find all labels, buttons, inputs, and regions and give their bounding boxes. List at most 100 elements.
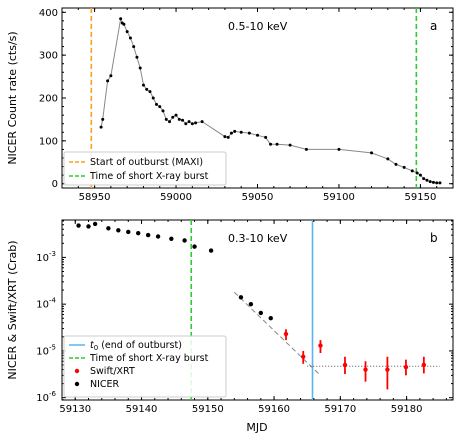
panel-b-xtick-label: 59160	[258, 404, 290, 415]
panel-b-swift-point	[403, 364, 409, 370]
panel-a-point	[337, 147, 341, 151]
panel-b-nicer-point	[238, 295, 244, 300]
panel-b-xtick-label: 59180	[391, 404, 423, 415]
panel-b-frame	[61, 219, 454, 401]
panel-a-point	[122, 22, 126, 26]
panel-a-xtick-label: 58950	[79, 192, 111, 203]
legend-burst-b-label: Time of short X-ray burst	[89, 353, 209, 364]
panel-b-xtick-label: 59130	[59, 404, 91, 415]
panel-b-ytick-label: 10-6	[36, 390, 56, 404]
panel-b-nicer-point	[208, 248, 214, 253]
panel-a-point	[402, 165, 406, 169]
panel-a-point	[438, 181, 442, 185]
panel-a-ytick-label: 0	[52, 179, 58, 190]
panel-a-point	[99, 125, 103, 129]
panel-a-point	[164, 117, 168, 121]
panel-a-point	[428, 180, 432, 184]
panel-a-letter: a	[430, 19, 437, 33]
panel-a-point	[288, 143, 292, 147]
panel-a-xtick-label: 59000	[160, 192, 192, 203]
panel-b-swift-point	[363, 367, 368, 372]
panel-a-point	[158, 105, 162, 109]
panel-a-point	[106, 79, 110, 83]
panel-b-nicer-point	[192, 244, 197, 249]
panel-a-point	[422, 177, 426, 181]
panel-a-point	[269, 142, 273, 146]
panel-a-point	[132, 45, 136, 49]
panel-b-fit-line	[233, 291, 321, 376]
panel-a-point	[181, 118, 185, 122]
legend-burst-label: Time of short X-ray burst	[89, 171, 209, 182]
panel-b-nicer-point	[268, 316, 273, 321]
legend-t0-label: t0 (end of outburst)	[90, 340, 182, 352]
panel-a-point	[264, 135, 268, 139]
legend-nicer-marker	[74, 381, 80, 387]
panel-b-energy-label: 0.3-10 keV	[228, 232, 288, 245]
panel-a-point	[247, 131, 251, 135]
panel-b-nicer-point	[76, 223, 81, 228]
panel-a-energy-label: 0.5-10 keV	[228, 20, 288, 33]
panel-a-point	[109, 74, 113, 78]
panel-a-point	[184, 122, 188, 126]
panel-a-ytick-label: 200	[39, 94, 58, 105]
panel-b-ytick-label: 10-3	[36, 250, 56, 264]
panel-b-swift-point	[342, 362, 348, 368]
panel-a-point	[174, 113, 178, 117]
panel-a-point	[415, 171, 419, 175]
panel-a-legend: Start of outburst (MAXI) Time of short X…	[63, 151, 227, 186]
panel-b-nicer-point	[86, 224, 91, 229]
panel-a-point	[370, 151, 374, 155]
panel-b-swift-point	[318, 343, 323, 348]
panel-a-point	[431, 180, 435, 184]
panel-b-legend: t0 (end of outburst) Time of short X-ray…	[63, 335, 227, 398]
panel-a-point	[128, 36, 132, 40]
panel-b-nicer-point	[136, 230, 141, 236]
panel-a: 58950 59000 59050 59100 59150 0 100 200 300 400 0…	[6, 7, 454, 203]
panel-a-point	[177, 117, 181, 121]
panel-b-xlabel: MJD	[246, 421, 267, 434]
panel-a-point	[304, 147, 308, 151]
panel-a-point	[233, 129, 237, 133]
panel-a-ylabel: NICER Count rate (cts/s)	[6, 31, 19, 164]
panel-b: 59130 59140 59150 59160 59170 59180 10-6 10-5 10…	[6, 219, 454, 434]
panel-a-xtick-label: 59050	[242, 192, 274, 203]
panel-a-xtick-label: 59150	[405, 192, 437, 203]
panel-a-point	[223, 135, 227, 139]
panel-a-ytick-label: 300	[39, 51, 58, 62]
panel-a-point	[125, 30, 129, 34]
panel-b-swift-point	[385, 367, 390, 372]
panel-b-nicer-point	[106, 226, 111, 231]
panel-a-point	[141, 83, 145, 87]
panel-a-ytick-label: 100	[39, 136, 58, 147]
panel-a-point	[138, 66, 142, 70]
panel-a-point	[410, 169, 414, 173]
panel-a-point	[418, 173, 422, 177]
panel-b-xtick-label: 59140	[126, 404, 158, 415]
panel-b-xtick-label: 59150	[192, 404, 224, 415]
panel-b-xtick-label: 59170	[324, 404, 356, 415]
panel-b-ytick-label: 10-4	[36, 297, 56, 311]
panel-a-point	[135, 55, 139, 59]
panel-a-point	[119, 17, 123, 21]
panel-b-nicer-point	[126, 229, 131, 235]
panel-b-ylabel: NICER & Swift/XRT (Crab)	[6, 240, 19, 379]
panel-a-point	[187, 120, 191, 124]
panel-b-nicer-point	[145, 232, 151, 238]
legend-swift-marker	[74, 368, 80, 374]
legend-outburst-label: Start of outburst (MAXI)	[90, 157, 203, 168]
panel-a-point	[145, 87, 149, 91]
panel-a-point	[275, 142, 279, 146]
panel-a-point	[154, 102, 158, 106]
panel-b-nicer-point	[92, 221, 98, 227]
panel-a-point	[171, 115, 175, 119]
legend-nicer-label: NICER	[90, 379, 120, 390]
panel-a-point	[148, 90, 152, 94]
panel-a-point	[190, 122, 194, 126]
panel-a-point	[194, 121, 198, 125]
panel-a-point	[256, 133, 259, 137]
panel-b-ytick-label: 10-5	[36, 343, 56, 357]
panel-a-point	[425, 178, 429, 182]
panel-a-point	[386, 157, 390, 161]
panel-b-nicer-point	[155, 234, 161, 239]
